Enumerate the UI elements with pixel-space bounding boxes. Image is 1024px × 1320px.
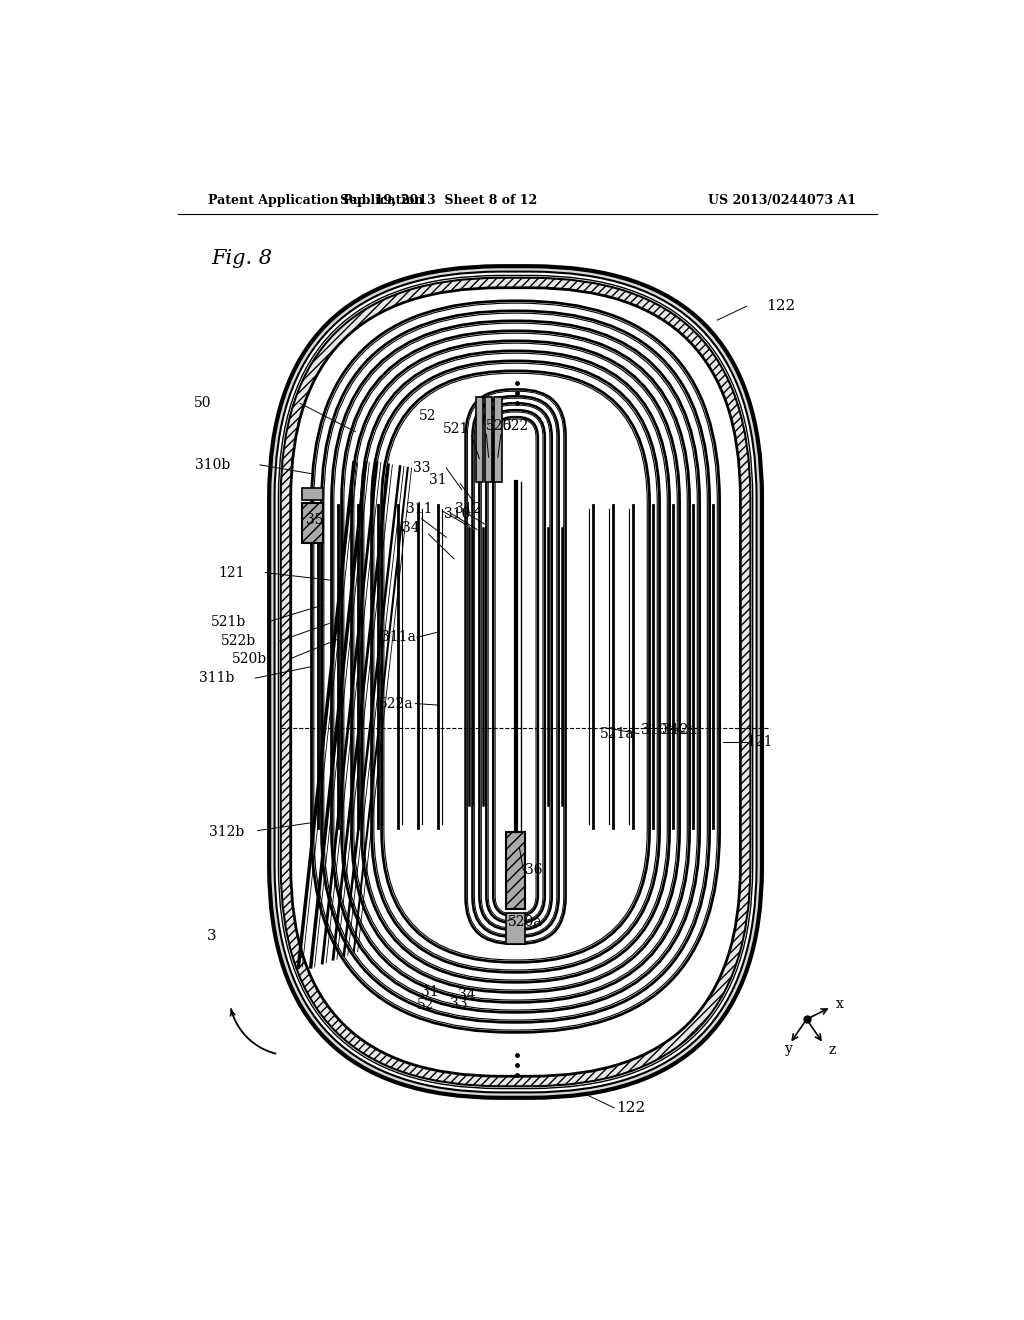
Bar — [494, 397, 502, 482]
FancyBboxPatch shape — [372, 360, 659, 973]
FancyBboxPatch shape — [486, 411, 545, 923]
Bar — [475, 397, 483, 482]
Text: x: x — [836, 997, 844, 1011]
Bar — [506, 832, 524, 909]
FancyBboxPatch shape — [361, 351, 670, 982]
Text: 522a: 522a — [379, 697, 414, 710]
Text: 122: 122 — [615, 1101, 645, 1115]
Text: 122: 122 — [766, 300, 795, 313]
FancyBboxPatch shape — [274, 272, 757, 1093]
Text: 312a: 312a — [662, 723, 696, 737]
Text: 522b: 522b — [221, 634, 256, 648]
Bar — [506, 913, 524, 944]
Text: 520a: 520a — [508, 915, 543, 929]
FancyBboxPatch shape — [291, 288, 740, 1076]
Text: 521: 521 — [443, 422, 469, 437]
Text: Fig. 8: Fig. 8 — [211, 249, 272, 268]
Text: Patent Application Publication: Patent Application Publication — [208, 194, 423, 207]
FancyBboxPatch shape — [494, 417, 538, 916]
Text: 310b: 310b — [196, 458, 230, 471]
Text: 33: 33 — [451, 997, 468, 1011]
FancyBboxPatch shape — [279, 276, 753, 1089]
Text: 520b: 520b — [231, 652, 267, 665]
Text: 121: 121 — [218, 566, 245, 579]
Text: 50: 50 — [194, 396, 211, 411]
Text: y: y — [785, 1041, 793, 1056]
Text: z: z — [828, 1043, 836, 1057]
FancyBboxPatch shape — [472, 396, 559, 937]
Text: 312b: 312b — [209, 825, 245, 840]
Text: Sep. 19, 2013  Sheet 8 of 12: Sep. 19, 2013 Sheet 8 of 12 — [340, 194, 538, 207]
Bar — [301, 488, 323, 499]
Text: 35: 35 — [306, 513, 324, 527]
FancyBboxPatch shape — [269, 267, 762, 1098]
FancyBboxPatch shape — [479, 404, 552, 929]
Text: 520: 520 — [486, 420, 513, 433]
Text: 521a: 521a — [600, 727, 635, 742]
Text: 3: 3 — [207, 929, 217, 942]
FancyBboxPatch shape — [332, 321, 699, 1012]
Text: 311a: 311a — [381, 631, 416, 644]
Bar — [301, 503, 323, 544]
Text: 121: 121 — [746, 735, 773, 748]
FancyBboxPatch shape — [342, 331, 689, 1002]
FancyBboxPatch shape — [322, 312, 710, 1022]
Text: 521b: 521b — [211, 615, 246, 628]
Text: US 2013/0244073 A1: US 2013/0244073 A1 — [708, 194, 856, 207]
FancyBboxPatch shape — [466, 389, 565, 944]
Text: 33: 33 — [414, 461, 431, 475]
Text: 36: 36 — [524, 863, 543, 876]
Text: 34: 34 — [458, 989, 475, 1002]
Text: 310: 310 — [444, 507, 470, 521]
Text: 34: 34 — [401, 521, 419, 535]
FancyBboxPatch shape — [351, 341, 680, 993]
Text: 52: 52 — [419, 409, 436, 424]
FancyBboxPatch shape — [281, 277, 751, 1086]
Text: 311b: 311b — [199, 671, 234, 685]
Text: 522: 522 — [503, 420, 528, 433]
Text: 310a: 310a — [641, 723, 676, 737]
FancyBboxPatch shape — [311, 301, 720, 1032]
Text: 31: 31 — [421, 985, 438, 998]
FancyBboxPatch shape — [382, 371, 649, 962]
Bar — [484, 397, 493, 482]
Text: 31: 31 — [429, 474, 446, 487]
Text: 312: 312 — [456, 502, 482, 516]
Text: 52: 52 — [417, 998, 435, 1012]
Text: 311: 311 — [406, 502, 432, 516]
